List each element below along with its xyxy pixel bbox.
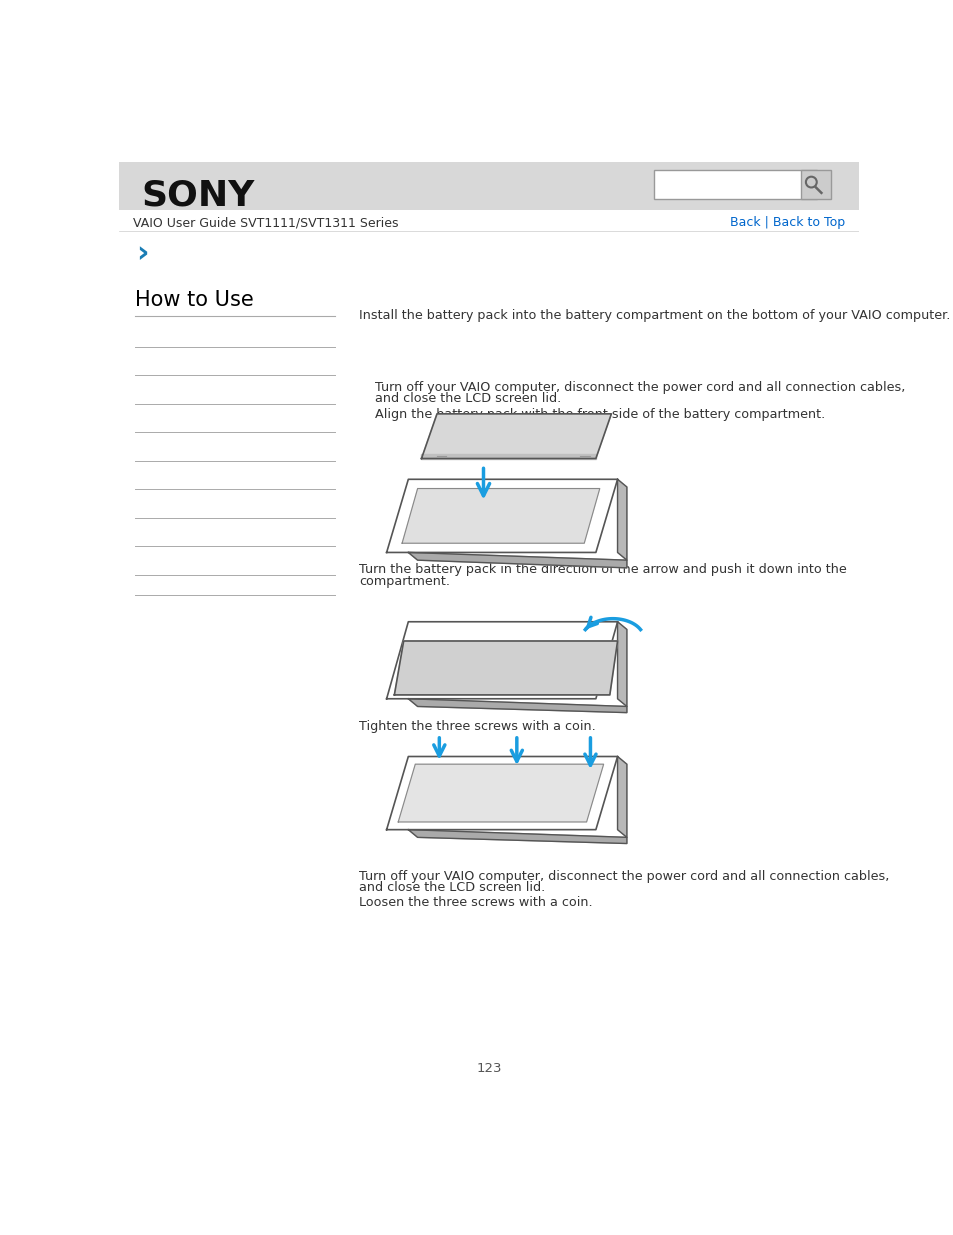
Text: VAIO User Guide SVT1111/SVT1311 Series: VAIO User Guide SVT1111/SVT1311 Series [133,216,398,230]
Polygon shape [408,699,626,713]
Polygon shape [421,454,596,458]
Text: How to Use: How to Use [134,290,253,310]
Polygon shape [397,764,603,823]
Polygon shape [617,621,626,706]
Polygon shape [617,757,626,837]
Polygon shape [386,479,617,552]
Polygon shape [402,489,599,543]
Text: Turn off your VAIO computer, disconnect the power cord and all connection cables: Turn off your VAIO computer, disconnect … [359,869,889,883]
Polygon shape [408,830,626,844]
Text: Align the battery pack with the front side of the battery compartment.: Align the battery pack with the front si… [375,408,824,421]
Text: Install the battery pack into the battery compartment on the bottom of your VAIO: Install the battery pack into the batter… [359,309,950,322]
Polygon shape [617,479,626,561]
Polygon shape [394,641,617,695]
Bar [654,169,816,199]
Text: and close the LCD screen lid.: and close the LCD screen lid. [359,882,545,894]
Polygon shape [386,621,617,699]
Text: compartment.: compartment. [359,574,450,588]
Polygon shape [408,552,626,568]
Polygon shape [421,414,611,458]
Bar [801,169,830,199]
Text: Back | Back to Top: Back | Back to Top [729,216,843,230]
Bar [119,162,858,210]
Text: ›: › [136,240,149,268]
Text: SONY: SONY [141,179,253,212]
Polygon shape [386,757,617,830]
Text: and close the LCD screen lid.: and close the LCD screen lid. [375,393,560,405]
Text: Turn off your VAIO computer, disconnect the power cord and all connection cables: Turn off your VAIO computer, disconnect … [375,380,904,394]
Text: Turn the battery pack in the direction of the arrow and push it down into the: Turn the battery pack in the direction o… [359,563,846,577]
Text: Tighten the three screws with a coin.: Tighten the three screws with a coin. [359,720,596,732]
Text: 123: 123 [476,1062,501,1076]
Text: Loosen the three screws with a coin.: Loosen the three screws with a coin. [359,895,593,909]
